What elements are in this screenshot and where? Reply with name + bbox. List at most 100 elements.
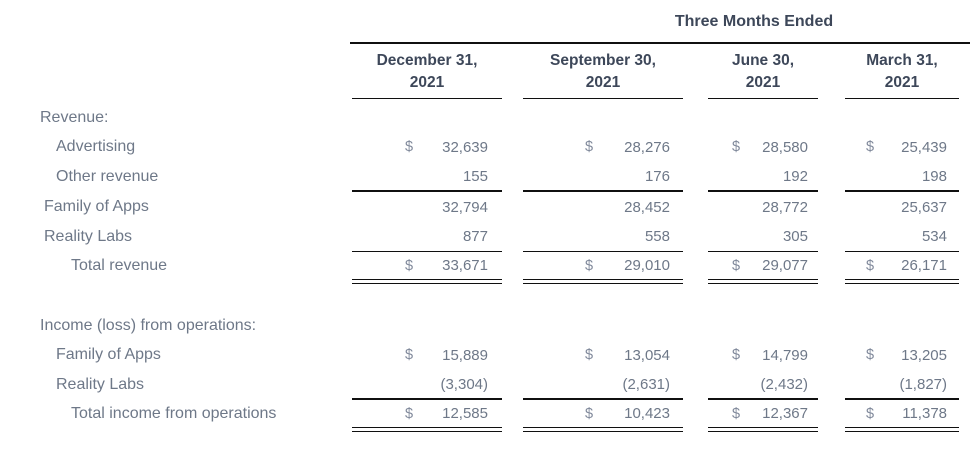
value-text: 13,205: [901, 346, 947, 364]
column-header-year: 2021: [745, 74, 781, 91]
dollar-sign: $: [732, 405, 741, 422]
column-header-date: March 31,: [866, 52, 938, 69]
row-label: Advertising: [56, 138, 136, 155]
value-text: 29,077: [762, 257, 808, 274]
dollar-sign: $: [866, 139, 875, 155]
value-text: 28,580: [762, 138, 808, 156]
column-header-mar-31: March 31, 2021: [845, 44, 959, 99]
value-cell: $ 13,205: [845, 340, 959, 370]
value-cell: 25,637: [845, 192, 959, 222]
value-text: 28,772: [762, 198, 808, 216]
value-cell: 28,452: [523, 192, 683, 222]
dollar-sign: $: [732, 257, 741, 274]
dollar-sign: $: [732, 139, 741, 155]
dollar-sign: $: [405, 405, 414, 422]
dollar-sign: $: [866, 405, 875, 422]
row-label: Total income from operations: [71, 405, 277, 422]
table-row: Advertising $ 32,639 $ 28,276 $ 28,580 $…: [0, 132, 970, 162]
row-label: Total revenue: [71, 257, 168, 274]
row-label: Reality Labs: [56, 376, 145, 393]
value-cell: 305: [708, 222, 818, 252]
column-header-row: December 31, 2021 September 30, 2021 Jun…: [0, 44, 970, 99]
section-header: Income (loss) from operations:: [40, 317, 257, 334]
row-label: Other revenue: [56, 168, 159, 185]
section-header-row: Income (loss) from operations:: [0, 312, 970, 340]
value-text: 192: [782, 167, 808, 185]
value-cell: $ 10,423: [523, 400, 683, 432]
value-cell: $ 11,378: [845, 400, 959, 432]
dollar-sign: $: [585, 347, 594, 363]
value-cell: $ 29,010: [523, 252, 683, 284]
label-column-spacer: [0, 44, 352, 99]
value-text: 155: [462, 167, 488, 185]
value-text: 29,010: [624, 257, 670, 274]
table-body: Revenue: Advertising $ 32,639 $ 28,276 $…: [0, 104, 970, 432]
column-header-year: 2021: [884, 74, 920, 91]
value-cell: $ 14,799: [708, 340, 818, 370]
value-text: 198: [921, 167, 947, 185]
value-text: 12,367: [762, 405, 808, 422]
row-label: Reality Labs: [44, 228, 133, 245]
value-text: 877: [462, 228, 488, 245]
value-cell: $ 29,077: [708, 252, 818, 284]
value-cell: $ 12,367: [708, 400, 818, 432]
value-cell: 877: [352, 222, 502, 252]
value-cell: (2,432): [708, 370, 818, 400]
value-cell: $ 25,439: [845, 132, 959, 162]
column-header-date: September 30,: [550, 52, 656, 69]
column-header-sep-30: September 30, 2021: [523, 44, 683, 99]
dollar-sign: $: [405, 139, 414, 155]
section-header-row: Revenue:: [0, 104, 970, 132]
value-cell: 176: [523, 162, 683, 192]
value-text: (2,432): [760, 375, 808, 393]
column-header-date: June 30,: [731, 52, 795, 69]
value-text: 26,171: [901, 257, 947, 274]
value-text: 25,439: [901, 138, 947, 156]
value-cell: 192: [708, 162, 818, 192]
value-cell: 558: [523, 222, 683, 252]
row-label: Family of Apps: [56, 346, 161, 363]
table-row: Total income from operations $ 12,585 $ …: [0, 400, 970, 432]
header-rule: [350, 42, 970, 44]
value-text: 33,671: [442, 257, 488, 274]
table-row: Other revenue 155 176 192 198: [0, 162, 970, 192]
value-text: 32,794: [442, 198, 488, 216]
value-cell: $ 28,580: [708, 132, 818, 162]
value-text: 10,423: [624, 405, 670, 422]
dollar-sign: $: [866, 347, 875, 363]
value-cell: (2,631): [523, 370, 683, 400]
value-cell: 198: [845, 162, 959, 192]
column-header-year: 2021: [585, 74, 621, 91]
value-text: 13,054: [624, 346, 670, 364]
value-text: 12,585: [442, 405, 488, 422]
dollar-sign: $: [866, 257, 875, 274]
column-header-date: December 31,: [376, 52, 478, 69]
section-header: Revenue:: [40, 109, 109, 126]
table-title: Three Months Ended: [674, 13, 834, 30]
value-cell: 155: [352, 162, 502, 192]
column-header-jun-30: June 30, 2021: [708, 44, 818, 99]
value-text: 305: [782, 228, 808, 245]
value-cell: $ 12,585: [352, 400, 502, 432]
value-cell: (3,304): [352, 370, 502, 400]
table-row: Family of Apps 32,794 28,452 28,772 25,6…: [0, 192, 970, 222]
value-text: 14,799: [762, 346, 808, 364]
table-row: Family of Apps $ 15,889 $ 13,054 $ 14,79…: [0, 340, 970, 370]
dollar-sign: $: [585, 257, 594, 274]
column-header-dec-31: December 31, 2021: [352, 44, 502, 99]
value-cell: 534: [845, 222, 959, 252]
value-text: (3,304): [440, 375, 488, 393]
dollar-sign: $: [585, 139, 594, 155]
row-label: Family of Apps: [44, 198, 149, 215]
value-text: (2,631): [622, 375, 670, 393]
value-cell: $ 28,276: [523, 132, 683, 162]
value-text: 558: [644, 228, 670, 245]
value-cell: $ 15,889: [352, 340, 502, 370]
table-row: Total revenue $ 33,671 $ 29,010 $ 29,077…: [0, 252, 970, 284]
value-cell: 32,794: [352, 192, 502, 222]
column-header-year: 2021: [409, 74, 445, 91]
value-text: 25,637: [901, 198, 947, 216]
dollar-sign: $: [405, 347, 414, 363]
dollar-sign: $: [585, 405, 594, 422]
